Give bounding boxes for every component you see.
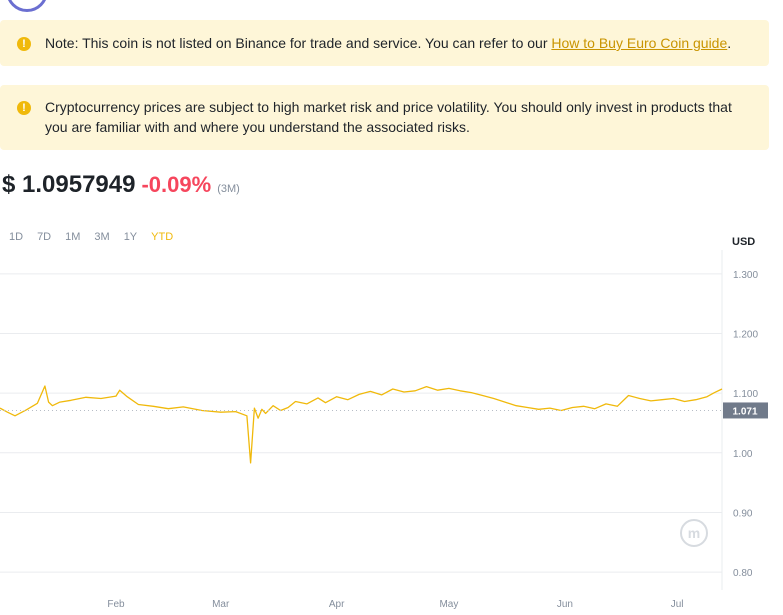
current-price-tag [723, 402, 768, 419]
y-tick-label: 0.80 [733, 568, 753, 579]
listing-notice-text: Note: This coin is not listed on Binance… [45, 35, 552, 51]
x-tick-label: Feb [107, 599, 125, 610]
coin-logo [6, 0, 48, 12]
tab-1m[interactable]: 1M [65, 231, 81, 243]
y-tick-label: 1.200 [733, 330, 758, 341]
tab-1d[interactable]: 1D [9, 231, 24, 243]
currency-label: USD [732, 236, 756, 248]
how-to-buy-guide-link[interactable]: How to Buy Euro Coin guide [551, 35, 728, 51]
tab-ytd[interactable]: YTD [151, 231, 174, 243]
price-summary: $ 1.0957949 -0.09% (3M) [2, 171, 240, 201]
x-tick-label: Apr [329, 599, 345, 610]
current-price: $ 1.0957949 [2, 171, 136, 198]
x-tick-label: Mar [212, 599, 230, 610]
listing-notice-suffix: . [727, 35, 732, 51]
listing-notice: ! Note: This coin is not listed on Binan… [0, 20, 769, 66]
y-tick-label: 1.100 [733, 389, 758, 400]
price-chart: 1.300 1.200 1.100 1.00 0.90 0.80 Feb Mar Apr May J… [0, 250, 768, 610]
y-tick-label: 1.00 [733, 449, 753, 460]
tab-7d[interactable]: 7D [37, 231, 52, 243]
price-change: -0.09% [141, 172, 212, 197]
warning-icon: ! [17, 37, 31, 51]
warning-icon: ! [17, 101, 31, 115]
coinmarketcap-watermark-icon: m [680, 519, 708, 547]
x-tick-label: Jun [557, 599, 573, 610]
risk-notice-text: Cryptocurrency prices are subject to hig… [45, 99, 732, 135]
price-line [0, 385, 723, 464]
y-tick-label: 0.90 [733, 508, 753, 519]
x-tick-label: May [439, 599, 458, 610]
tab-3m[interactable]: 3M [94, 231, 110, 243]
change-period: (3M) [217, 183, 240, 195]
current-price-label: 1.071 [732, 406, 757, 417]
risk-notice: ! Cryptocurrency prices are subject to h… [0, 85, 769, 150]
time-range-tabs: 1D 7D 1M 3M 1Y YTD [9, 231, 187, 243]
y-tick-label: 1.300 [733, 270, 758, 281]
x-tick-label: Jul [671, 599, 684, 610]
tab-1y[interactable]: 1Y [123, 231, 138, 243]
